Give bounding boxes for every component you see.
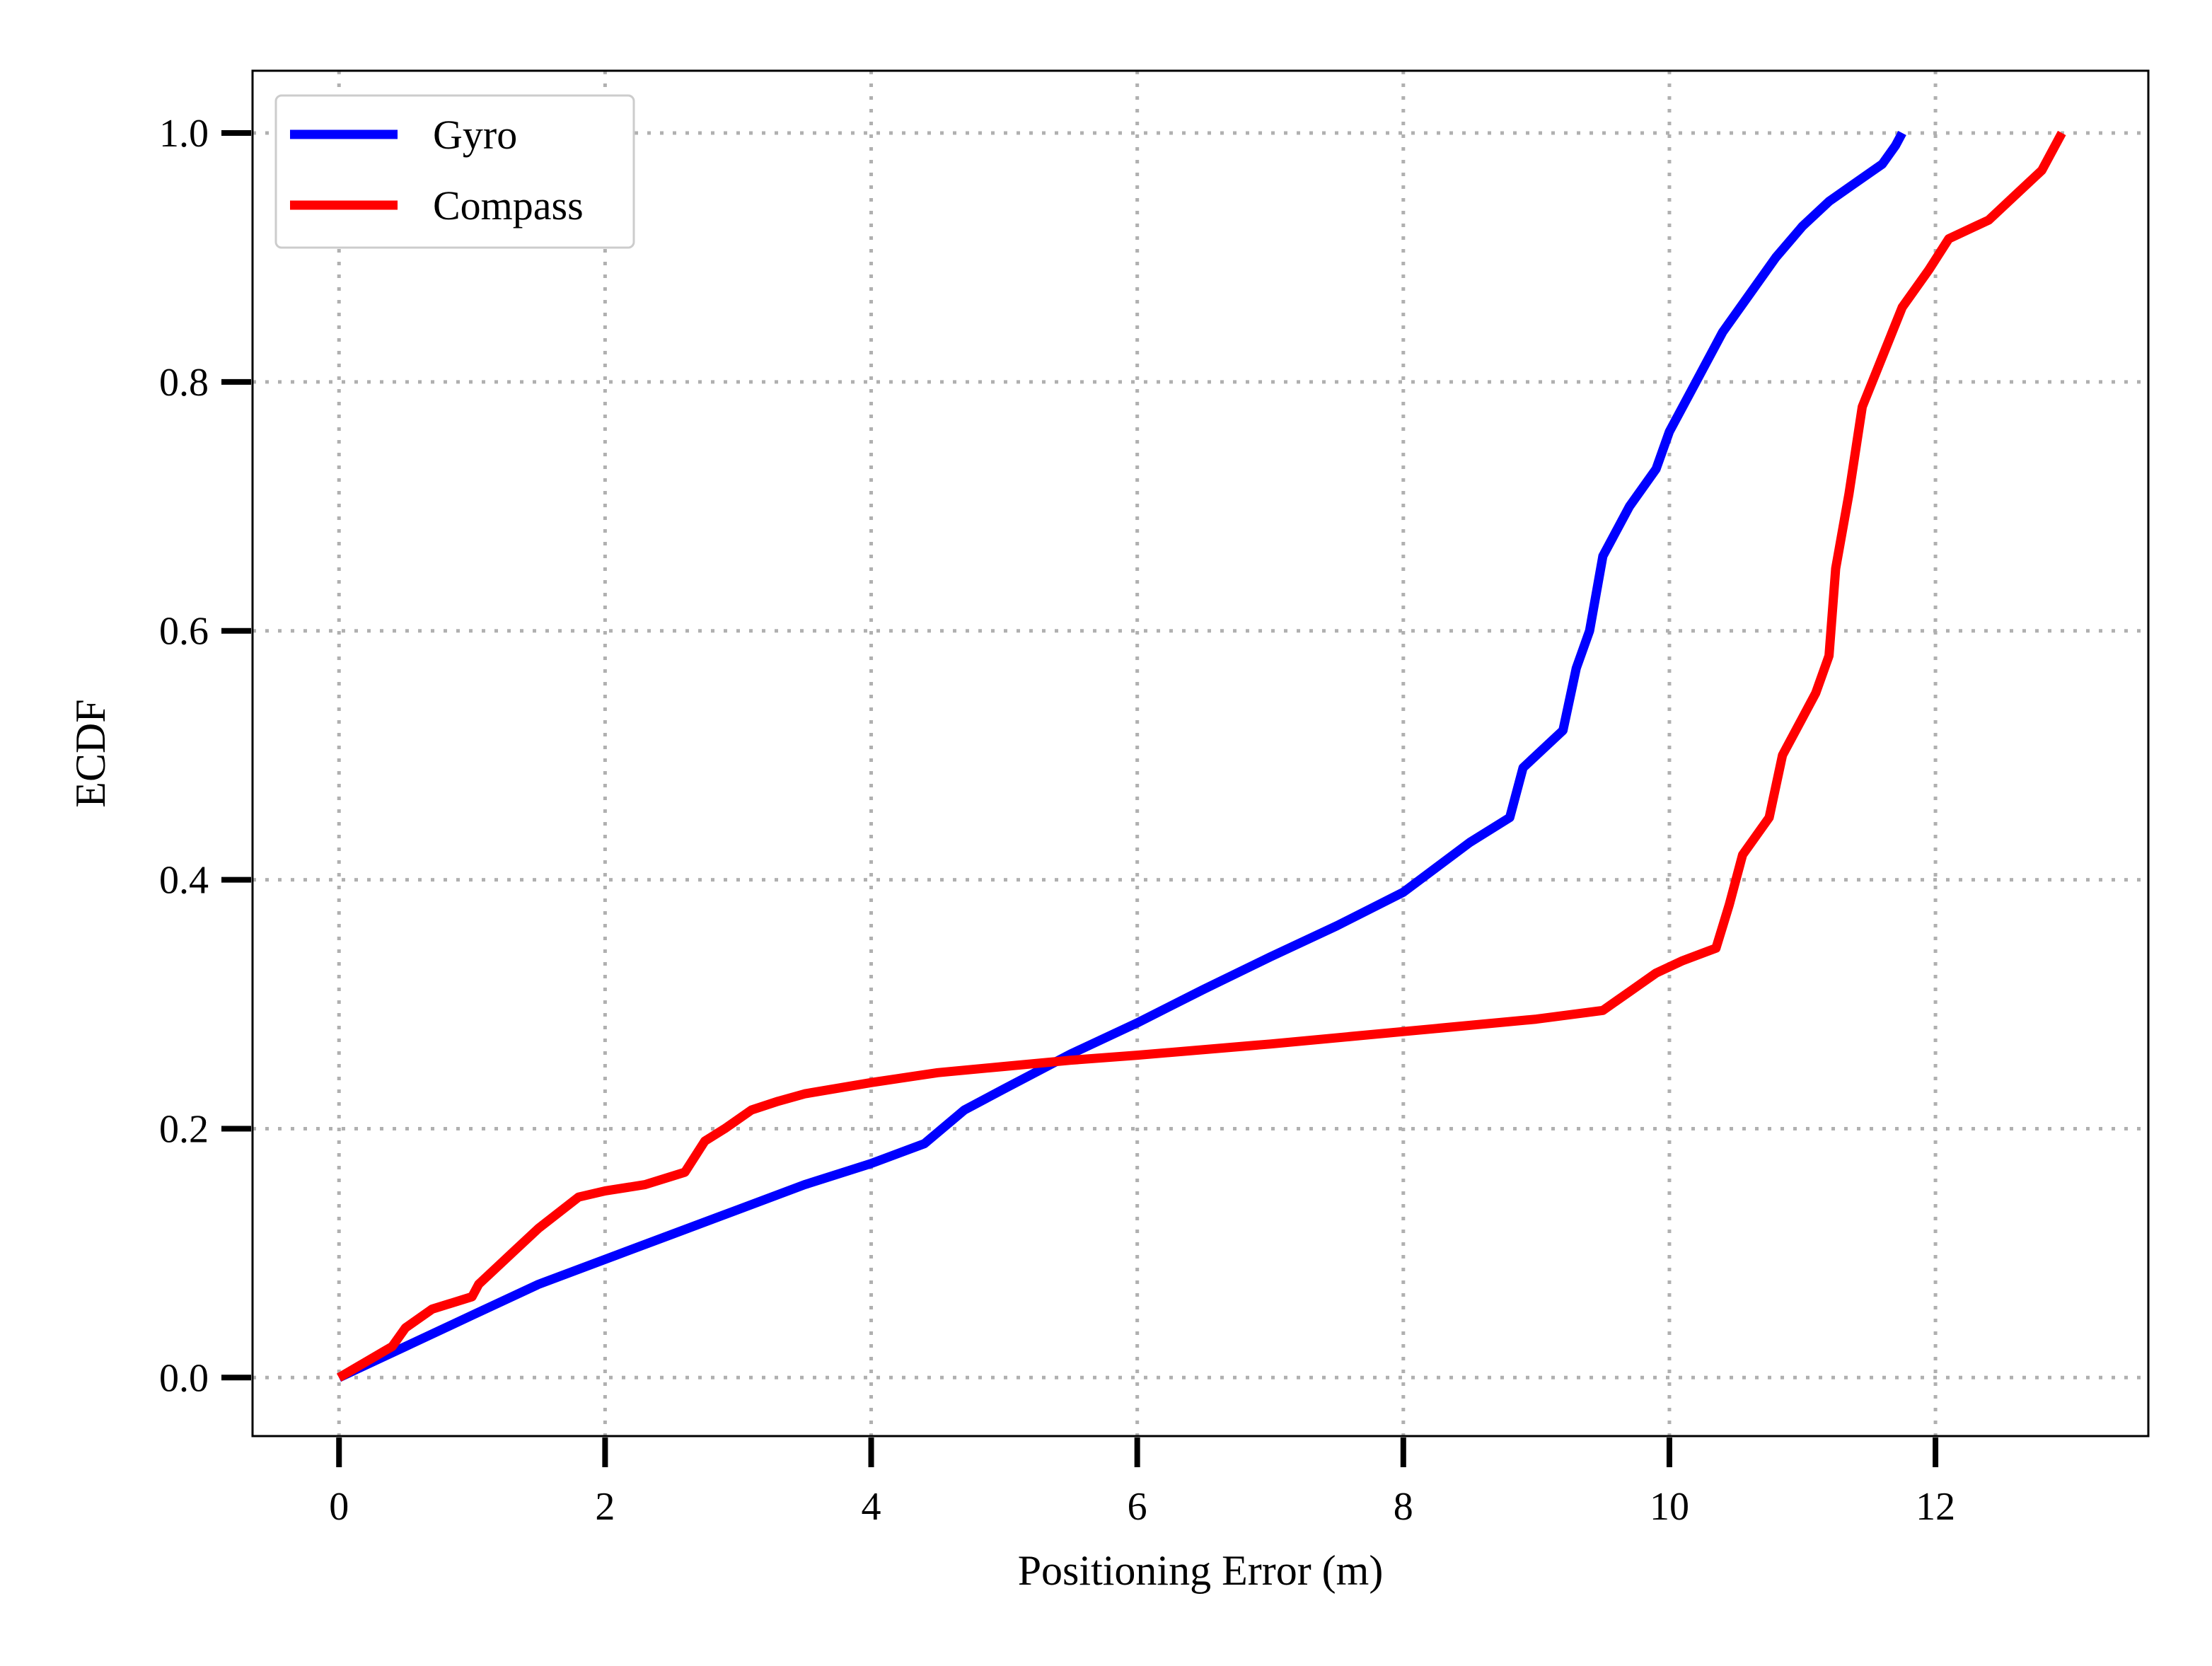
- y-tick-label: 0.2: [159, 1107, 209, 1151]
- x-tick-label: 10: [1650, 1485, 1689, 1529]
- x-tick-label: 0: [329, 1485, 349, 1529]
- plot-area-frame: [251, 69, 2150, 1437]
- series-line-compass: [336, 130, 2066, 1382]
- y-tick-label: 0.0: [159, 1356, 209, 1400]
- legend-label-compass: Compass: [433, 183, 584, 229]
- y-tick-label: 0.4: [159, 859, 209, 903]
- series-line-gyro: [337, 130, 1906, 1382]
- axis-ticks: 0 2 4 6 8 10 12 0.0 0.2 0.4 0.6 0.8 1.0: [159, 112, 1955, 1529]
- x-tick-label: 8: [1394, 1485, 1413, 1529]
- x-tick-label: 12: [1916, 1485, 1955, 1529]
- y-tick-label: 0.8: [159, 361, 209, 405]
- x-tick-label: 2: [595, 1485, 615, 1529]
- x-axis-label: Positioning Error (m): [1018, 1547, 1384, 1594]
- x-tick-label: 6: [1128, 1485, 1147, 1529]
- series-layer: [336, 130, 2066, 1382]
- y-tick-label: 0.6: [159, 610, 209, 654]
- y-tick-label: 1.0: [159, 112, 209, 156]
- legend: Gyro Compass: [274, 94, 635, 249]
- x-tick-label: 4: [862, 1485, 881, 1529]
- y-axis-label: ECDF: [67, 699, 114, 807]
- legend-label-gyro: Gyro: [433, 112, 517, 158]
